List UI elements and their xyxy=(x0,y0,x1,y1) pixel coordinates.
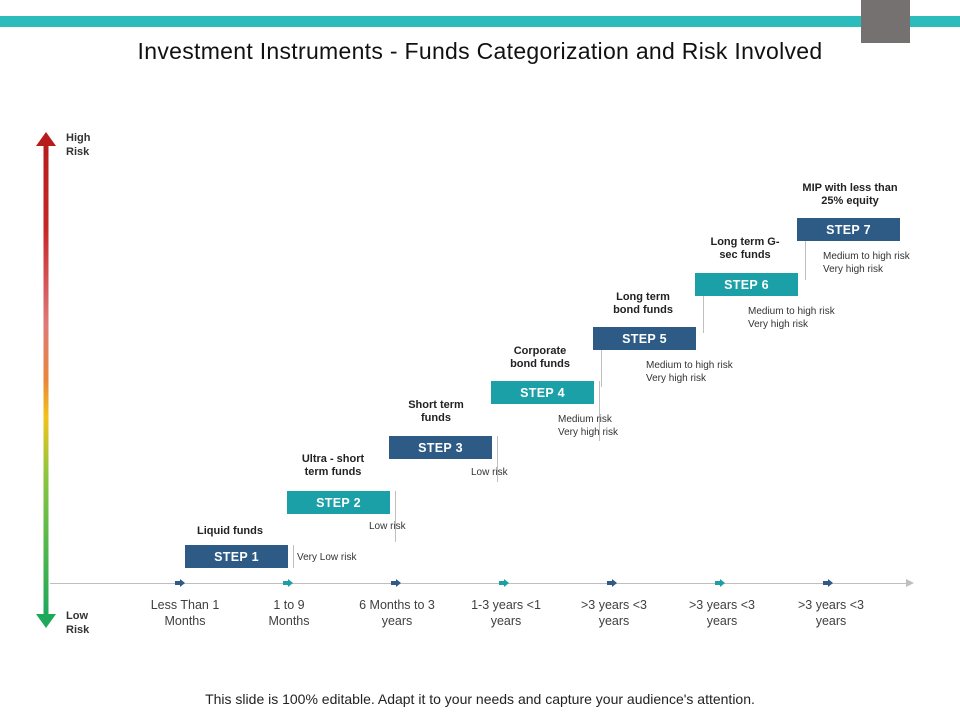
time-label-3-line1: 6 Months to 3 xyxy=(342,597,452,613)
fund-label-step-4-line1: Corporate xyxy=(475,345,605,358)
risk-arrow-up-head xyxy=(36,132,56,146)
risk-note-step-5-line1: Medium to high risk xyxy=(646,359,733,372)
timeline-arrow-head xyxy=(906,579,914,587)
step-6-connector xyxy=(703,296,704,333)
time-label-7-line2: years xyxy=(776,613,886,629)
step-7-box: STEP 7 xyxy=(797,218,900,241)
time-label-6-line1: >3 years <3 xyxy=(667,597,777,613)
page-title: Investment Instruments - Funds Categoriz… xyxy=(0,38,960,65)
timeline-marker-5 xyxy=(607,579,617,587)
time-label-2: 1 to 9 Months xyxy=(234,597,344,629)
high-risk-line2: Risk xyxy=(66,145,90,159)
risk-note-step-6: Medium to high risk Very high risk xyxy=(748,305,835,331)
time-label-1-line1: Less Than 1 xyxy=(130,597,240,613)
low-risk-label: Low Risk xyxy=(66,609,89,637)
step-2-box: STEP 2 xyxy=(287,491,390,514)
top-accent-bar xyxy=(0,16,960,27)
high-risk-label: High Risk xyxy=(66,131,90,159)
fund-label-step-3: Short term funds xyxy=(371,399,501,425)
step-6-box: STEP 6 xyxy=(695,273,798,296)
risk-note-step-6-line2: Very high risk xyxy=(748,318,835,331)
time-label-7: >3 years <3 years xyxy=(776,597,886,629)
timeline-marker-3 xyxy=(391,579,401,587)
fund-label-step-7-line2: 25% equity xyxy=(785,195,915,208)
risk-note-step-7-line1: Medium to high risk xyxy=(823,250,910,263)
step-5-box: STEP 5 xyxy=(593,327,696,350)
fund-label-step-3-line1: Short term xyxy=(371,399,501,412)
risk-gradient-arrow xyxy=(34,130,58,630)
timeline-marker-4 xyxy=(499,579,509,587)
time-label-3-line2: years xyxy=(342,613,452,629)
fund-label-step-7-line1: MIP with less than xyxy=(785,182,915,195)
risk-note-step-6-line1: Medium to high risk xyxy=(748,305,835,318)
step-5-connector xyxy=(601,350,602,387)
time-label-5-line2: years xyxy=(559,613,669,629)
time-label-2-line2: Months xyxy=(234,613,344,629)
fund-label-step-5-line2: bond funds xyxy=(578,304,708,317)
time-label-4: 1-3 years <1 years xyxy=(451,597,561,629)
risk-note-step-2-line1: Low risk xyxy=(369,520,406,533)
fund-label-step-7: MIP with less than 25% equity xyxy=(785,182,915,208)
risk-note-step-1-line1: Very Low risk xyxy=(297,551,356,564)
risk-note-step-3-line1: Low risk xyxy=(471,466,508,479)
time-label-1-line2: Months xyxy=(130,613,240,629)
step-4-box: STEP 4 xyxy=(491,381,594,404)
timeline-marker-6 xyxy=(715,579,725,587)
step-7-connector xyxy=(805,241,806,280)
time-label-3: 6 Months to 3 years xyxy=(342,597,452,629)
fund-label-step-3-line2: funds xyxy=(371,412,501,425)
timeline-marker-7 xyxy=(823,579,833,587)
risk-note-step-3: Low risk xyxy=(471,466,508,479)
time-label-2-line1: 1 to 9 xyxy=(234,597,344,613)
risk-note-step-4-line1: Medium risk xyxy=(558,413,618,426)
time-label-5: >3 years <3 years xyxy=(559,597,669,629)
fund-label-step-5: Long term bond funds xyxy=(578,291,708,317)
fund-label-step-1: Liquid funds xyxy=(165,525,295,538)
time-label-6: >3 years <3 years xyxy=(667,597,777,629)
risk-note-step-5-line2: Very high risk xyxy=(646,372,733,385)
fund-label-step-1-line1: Liquid funds xyxy=(165,525,295,538)
fund-label-step-2-line2: term funds xyxy=(268,466,398,479)
time-label-4-line1: 1-3 years <1 xyxy=(451,597,561,613)
time-label-1: Less Than 1 Months xyxy=(130,597,240,629)
low-risk-line2: Risk xyxy=(66,623,89,637)
risk-note-step-2: Low risk xyxy=(369,520,406,533)
step-1-box: STEP 1 xyxy=(185,545,288,568)
risk-note-step-1: Very Low risk xyxy=(297,551,356,564)
risk-note-step-7-line2: Very high risk xyxy=(823,263,910,276)
fund-label-step-5-line1: Long term xyxy=(578,291,708,304)
high-risk-line1: High xyxy=(66,131,90,145)
fund-label-step-4-line2: bond funds xyxy=(475,358,605,371)
risk-note-step-5: Medium to high risk Very high risk xyxy=(646,359,733,385)
corner-square xyxy=(861,0,910,43)
timeline-marker-1 xyxy=(175,579,185,587)
step-3-box: STEP 3 xyxy=(389,436,492,459)
fund-label-step-6-line1: Long term G- xyxy=(680,236,810,249)
fund-label-step-6-line2: sec funds xyxy=(680,249,810,262)
risk-arrow-shaft xyxy=(44,145,49,615)
risk-arrow-down-head xyxy=(36,614,56,628)
risk-note-step-4: Medium risk Very high risk xyxy=(558,413,618,439)
step-1-connector xyxy=(293,545,294,568)
fund-label-step-6: Long term G- sec funds xyxy=(680,236,810,262)
timeline-marker-2 xyxy=(283,579,293,587)
time-label-4-line2: years xyxy=(451,613,561,629)
risk-note-step-4-line2: Very high risk xyxy=(558,426,618,439)
risk-note-step-7: Medium to high risk Very high risk xyxy=(823,250,910,276)
time-label-7-line1: >3 years <3 xyxy=(776,597,886,613)
fund-label-step-2-line1: Ultra - short xyxy=(268,453,398,466)
fund-label-step-4: Corporate bond funds xyxy=(475,345,605,371)
fund-label-step-2: Ultra - short term funds xyxy=(268,453,398,479)
step-2-connector xyxy=(395,491,396,542)
low-risk-line1: Low xyxy=(66,609,89,623)
time-label-6-line2: years xyxy=(667,613,777,629)
time-label-5-line1: >3 years <3 xyxy=(559,597,669,613)
footer-note: This slide is 100% editable. Adapt it to… xyxy=(0,691,960,707)
